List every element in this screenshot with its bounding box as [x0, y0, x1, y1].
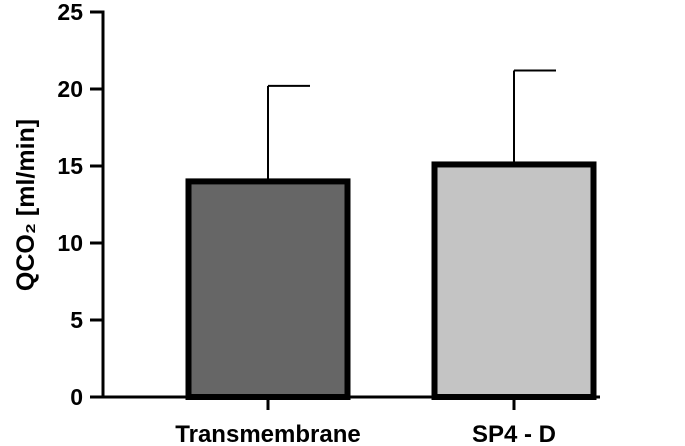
x-tick-label: Transmembrane	[175, 421, 360, 446]
bars	[185, 69, 597, 400]
y-axis-ticks: 0 5 10 15 20 25	[57, 0, 103, 410]
y-tick-label: 15	[57, 153, 83, 179]
x-tick-label: SP4 - D	[472, 421, 556, 446]
bar-transmembrane	[185, 178, 351, 400]
y-tick-label: 0	[70, 384, 83, 410]
bar-sp4-d	[431, 161, 597, 400]
x-axis-ticks: Transmembrane SP4 - D	[175, 397, 556, 446]
y-tick-label: 5	[70, 307, 83, 333]
y-tick-label: 20	[57, 76, 83, 102]
y-tick-label: 10	[57, 230, 83, 256]
y-axis-title: QCO₂ [ml/min]	[12, 119, 40, 291]
y-tick-label: 25	[57, 0, 83, 25]
